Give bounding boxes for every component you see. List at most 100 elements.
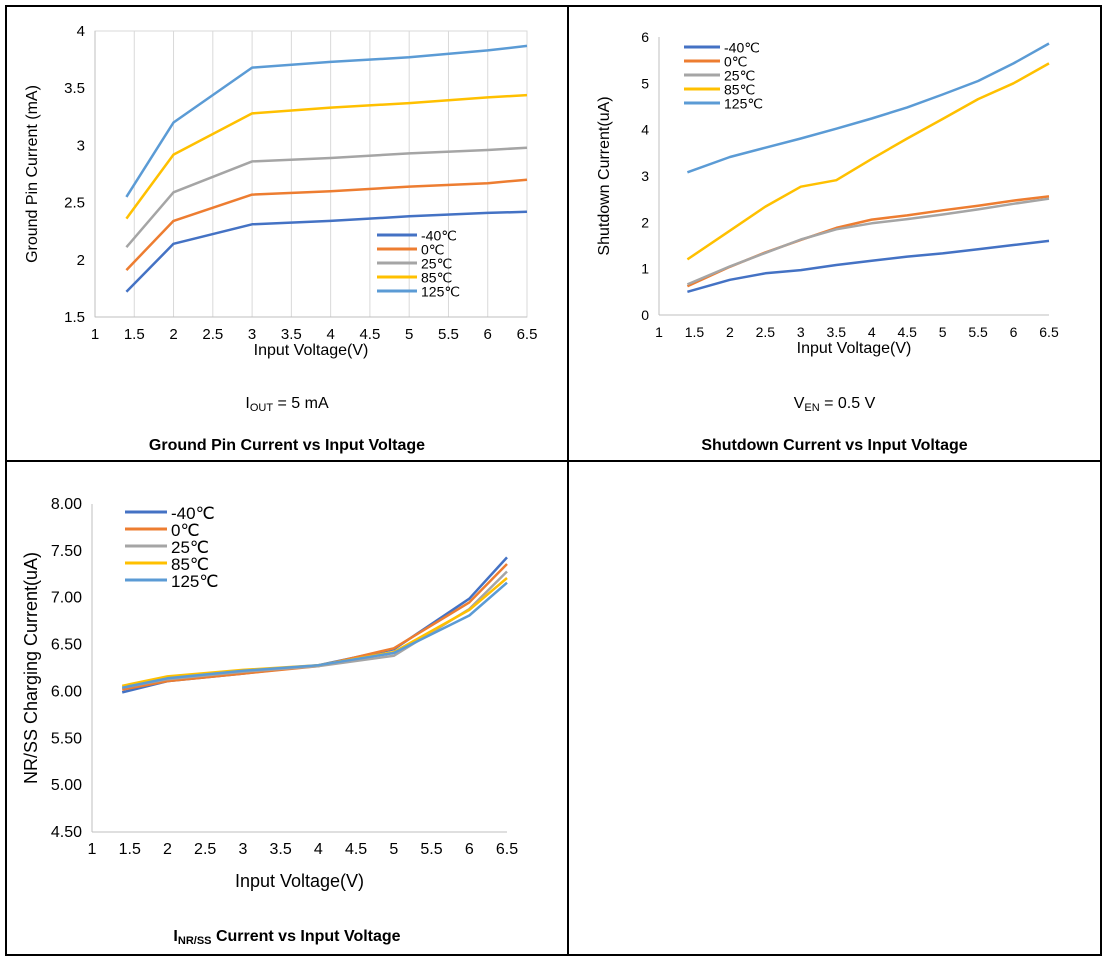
shutdown-caption: Shutdown Current vs Input Voltage [701,437,968,454]
nrss-caption: INR/SS Current vs Input Voltage [173,928,401,947]
c2-x-tick-label: 2 [163,841,172,858]
figure-table: 1 1.5 2 2.5 3 3.5 4 4.5 5 5.5 6 6.5 1.5 2 2.5 3 3.5 4 Inpu… [5,5,1102,956]
c2-legend-label: 85℃ [171,555,209,574]
c2-y-axis-title: NR/SS Charging Current(uA) [21,552,41,784]
c1-x-tick-label: 6.5 [1039,324,1059,340]
c1-series-line [686,195,1050,288]
ground-current-cell: 1 1.5 2 2.5 3 3.5 4 4.5 5 5.5 6 6.5 1.5 2 2.5 3 3.5 4 Inpu… [5,5,569,462]
c2-y-tick-label: 8.00 [51,496,82,513]
ground-caption: Ground Pin Current vs Input Voltage [148,437,426,454]
c1-x-tick-label: 3 [797,324,805,340]
shutdown-current-cell: 1 1.5 2 2.5 3 3.5 4 4.5 5 5.5 6 6.5 0 1 2 3 4 5 6 Input Vol… [567,5,1102,462]
c0-x-tick-label: 6.5 [517,326,538,343]
c2-x-tick-label: 3.5 [270,841,292,858]
c2-legend-label: -40℃ [171,504,215,523]
empty-cell [567,460,1102,956]
c2-y-tick-label: 6.00 [51,683,82,700]
c1-x-tick-label: 2 [726,324,734,340]
c2-x-tick-label: 2.5 [194,841,216,858]
c0-series-line [125,93,528,220]
c1-legend-label: 85℃ [724,82,755,98]
c1-x-tick-label: 4.5 [897,324,917,340]
c0-x-tick-label: 1 [91,326,99,343]
c2-y-tick-label: 6.50 [51,637,82,654]
c0-series-line [125,146,528,249]
c0-x-tick-label: 2 [169,326,177,343]
c2-y-tick-label: 5.50 [51,730,82,747]
c0-y-axis-title: Ground Pin Current (mA) [24,85,41,263]
c1-x-tick-label: 1.5 [685,324,705,340]
c2-x-tick-label: 5 [389,841,398,858]
c0-x-tick-label: 4 [326,326,334,343]
c1-x-axis-title: Input Voltage(V) [797,340,912,357]
c2-y-tick-label: 7.50 [51,543,82,560]
c2-x-tick-label: 3 [238,841,247,858]
c2-legend-label: 125℃ [171,572,218,591]
c1-y-tick-label: 6 [641,29,649,45]
c1-y-tick-label: 1 [641,261,649,277]
c1-x-tick-label: 5 [939,324,947,340]
c2-legend-label: 0℃ [171,521,200,540]
nrss-current-cell: 1 1.5 2 2.5 3 3.5 4 4.5 5 5.5 6 6.5 4.50 5.00 5.50 6.00… [5,460,569,956]
c1-x-tick-label: 1 [655,324,663,340]
c2-x-tick-label: 4 [314,841,323,858]
ground-condition: IOUT = 5 mA [245,395,329,414]
c0-x-tick-label: 4.5 [359,326,380,343]
c0-x-tick-label: 3 [248,326,256,343]
c1-series-line [686,62,1050,261]
c0-x-tick-label: 6 [484,326,492,343]
c2-legend-label: 25℃ [171,538,209,557]
c0-x-axis-title: Input Voltage(V) [254,342,369,359]
c1-y-tick-label: 0 [641,307,649,323]
c0-x-tick-label: 3.5 [281,326,302,343]
c0-series-line [125,178,528,271]
c1-series-line [686,42,1050,174]
c1-legend-label: -40℃ [724,40,760,56]
c1-x-tick-label: 4 [868,324,876,340]
c0-x-tick-label: 5.5 [438,326,459,343]
c2-y-tick-label: 5.00 [51,777,82,794]
c2-x-tick-label: 4.5 [345,841,367,858]
c0-x-tick-label: 5 [405,326,413,343]
c1-x-tick-label: 3.5 [827,324,847,340]
nrss-current-chart: 1 1.5 2 2.5 3 3.5 4 4.5 5 5.5 6 6.5 4.50 5.00 5.50 6.00… [21,496,518,891]
c0-x-tick-label: 1.5 [124,326,145,343]
c2-series-line [121,577,508,688]
c1-y-tick-label: 5 [641,75,649,91]
c2-x-tick-label: 6 [465,841,474,858]
c1-legend-label: 25℃ [724,68,755,84]
c2-x-tick-label: 6.5 [496,841,518,858]
shutdown-condition: VEN = 0.5 V [793,395,876,414]
c1-series-line [687,239,1050,294]
c0-y-tick-label: 3 [77,137,85,154]
c2-series-line [121,581,508,689]
c1-y-tick-label: 4 [641,122,649,138]
c1-x-tick-label: 5.5 [968,324,988,340]
c0-series-line [125,210,528,293]
c1-series-line [686,197,1050,286]
c0-legend-label: 0℃ [421,242,445,258]
c2-x-tick-label: 1 [88,841,97,858]
c0-legend-label: 125℃ [421,284,460,300]
c0-y-tick-label: 4 [77,23,85,40]
c0-legend-label: 25℃ [421,256,452,272]
c1-x-tick-label: 6 [1010,324,1018,340]
c2-x-tick-label: 5.5 [420,841,442,858]
c1-legend-label: 125℃ [724,96,763,112]
c0-y-tick-label: 1.5 [64,309,85,326]
c0-y-tick-label: 3.5 [64,80,85,97]
c1-y-tick-label: 3 [641,168,649,184]
c0-x-tick-label: 2.5 [202,326,223,343]
c2-y-tick-label: 7.00 [51,590,82,607]
c0-y-tick-label: 2.5 [64,195,85,212]
c1-y-axis-title: Shutdown Current(uA) [596,96,613,255]
c1-y-tick-label: 2 [641,214,649,230]
c0-series-line [125,44,528,198]
ground-current-chart: 1 1.5 2 2.5 3 3.5 4 4.5 5 5.5 6 6.51.522.533.54Inpu… [24,23,538,359]
c2-x-tick-label: 1.5 [119,841,141,858]
c1-legend-label: 0℃ [724,54,748,70]
c0-legend-label: 85℃ [421,270,452,286]
c0-y-tick-label: 2 [77,252,85,269]
c2-y-tick-label: 4.50 [51,824,82,841]
